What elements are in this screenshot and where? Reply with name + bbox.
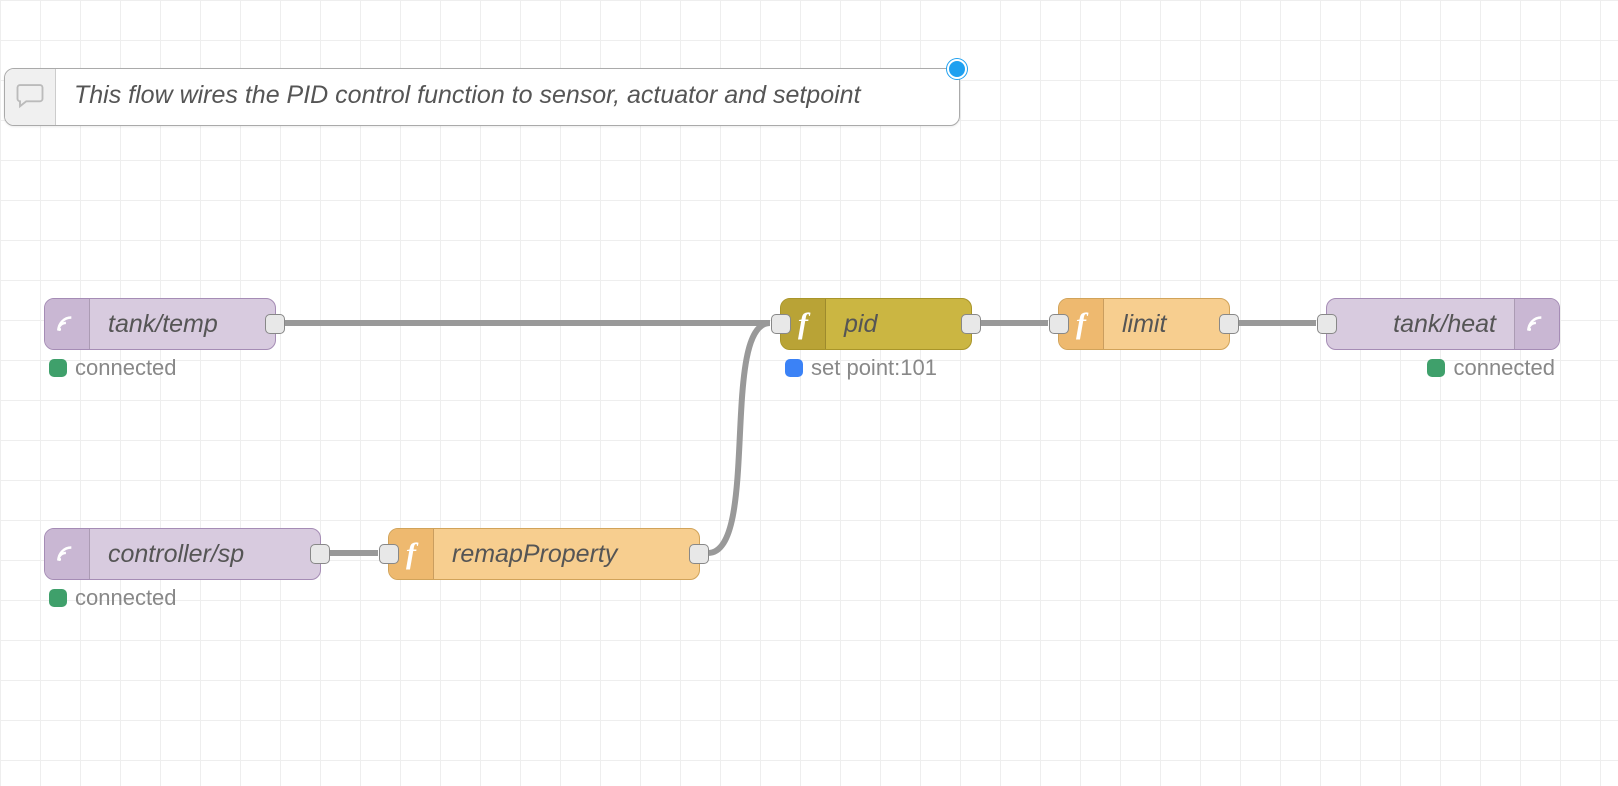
comment-icon	[5, 69, 56, 125]
comment-change-indicator	[947, 59, 967, 79]
status-text: connected	[75, 585, 177, 611]
input-port[interactable]	[1049, 314, 1069, 334]
node-label: limit	[1104, 299, 1229, 349]
output-port[interactable]	[265, 314, 285, 334]
node-controller-sp[interactable]: controller/sp connected	[44, 528, 321, 580]
output-port[interactable]	[1219, 314, 1239, 334]
node-label: tank/temp	[90, 299, 275, 349]
flow-canvas[interactable]: This flow wires the PID control function…	[0, 0, 1618, 786]
node-status: connected	[1427, 355, 1555, 381]
node-remap-property[interactable]: f remapProperty	[388, 528, 700, 580]
input-port[interactable]	[379, 544, 399, 564]
mqtt-in-icon	[45, 299, 90, 349]
comment-node[interactable]: This flow wires the PID control function…	[4, 68, 960, 126]
status-text: connected	[75, 355, 177, 381]
status-text: connected	[1453, 355, 1555, 381]
input-port[interactable]	[771, 314, 791, 334]
node-label: pid	[826, 299, 971, 349]
node-status: set point:101	[785, 355, 937, 381]
node-pid[interactable]: f pid set point:101	[780, 298, 972, 350]
node-label: controller/sp	[90, 529, 320, 579]
input-port[interactable]	[1317, 314, 1337, 334]
status-text: set point:101	[811, 355, 937, 381]
wire[interactable]	[708, 323, 770, 553]
node-tank-temp[interactable]: tank/temp connected	[44, 298, 276, 350]
mqtt-in-icon	[45, 529, 90, 579]
node-limit[interactable]: f limit	[1058, 298, 1230, 350]
output-port[interactable]	[961, 314, 981, 334]
node-label: remapProperty	[434, 529, 699, 579]
node-status: connected	[49, 355, 177, 381]
output-port[interactable]	[689, 544, 709, 564]
mqtt-out-icon	[1514, 299, 1559, 349]
node-label: tank/heat	[1327, 299, 1514, 349]
node-tank-heat[interactable]: tank/heat connected	[1326, 298, 1560, 350]
comment-text: This flow wires the PID control function…	[56, 69, 879, 125]
node-status: connected	[49, 585, 177, 611]
output-port[interactable]	[310, 544, 330, 564]
